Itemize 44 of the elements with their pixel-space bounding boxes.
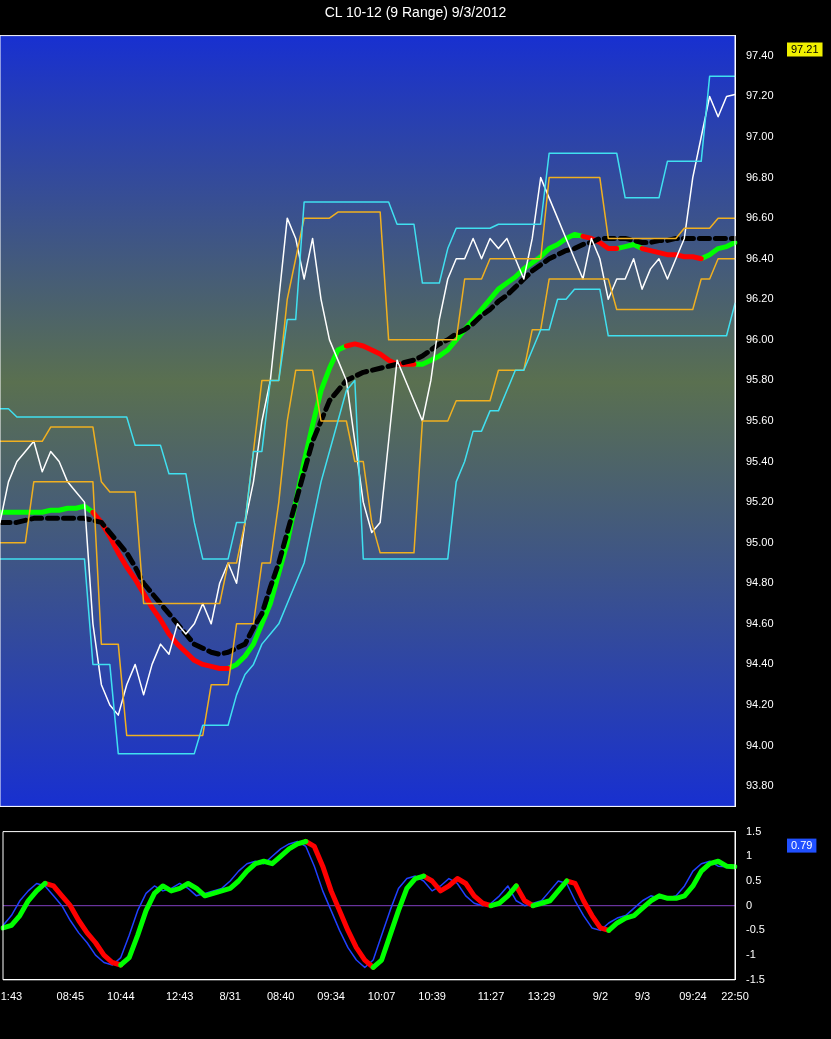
- x-tick-label: 08:40: [266, 990, 295, 1003]
- x-tick-label: 9/3: [634, 990, 651, 1003]
- y-tick-label: 94.20: [746, 698, 774, 711]
- x-tick-label: 12:43: [165, 990, 194, 1003]
- x-tick-label: 09:24: [679, 990, 707, 1003]
- y-tick-label: 94.80: [746, 576, 774, 589]
- x-tick-label: 10:44: [107, 990, 135, 1003]
- y-tick-label: -1: [746, 948, 756, 961]
- y-tick-label: 96.20: [746, 292, 774, 305]
- x-tick-label: 10:39: [418, 990, 446, 1003]
- x-tick-label: 9/2: [592, 990, 609, 1003]
- y-tick-label: 95.80: [746, 373, 774, 386]
- y-tick-label: 94.60: [746, 616, 774, 629]
- y-tick-label: 96.80: [746, 170, 774, 183]
- x-tick-label: 13:29: [527, 990, 556, 1003]
- x-tick-label: 22:50: [721, 990, 749, 1003]
- chart-title: CL 10-12 (9 Range) 9/3/2012: [323, 3, 508, 22]
- y-tick-label: 0: [746, 898, 753, 911]
- y-tick-label: 95.40: [746, 454, 774, 467]
- y-tick-label: 97.00: [746, 130, 774, 143]
- y-tick-label: 97.20: [746, 89, 774, 102]
- y-tick-label: 94.00: [746, 738, 774, 751]
- text: 97.21: [791, 42, 819, 55]
- y-tick-label: -1.5: [746, 972, 765, 985]
- y-tick-label: 94.40: [746, 657, 774, 670]
- y-tick-label: 96.40: [746, 251, 774, 264]
- y-tick-label: 96.00: [746, 332, 774, 345]
- x-tick-label: 10:07: [367, 990, 396, 1003]
- x-tick-label: 11:27: [477, 990, 505, 1003]
- y-tick-label: 93.80: [746, 779, 774, 792]
- y-tick-label: 95.60: [746, 414, 774, 427]
- x-tick-label: 8/31: [219, 990, 241, 1003]
- y-tick-label: 96.60: [746, 211, 774, 224]
- x-tick-label: 1:43: [0, 990, 23, 1003]
- x-tick-label: 09:34: [317, 990, 345, 1003]
- y-tick-label: 95.00: [746, 535, 774, 548]
- y-tick-label: 1.5: [746, 824, 762, 837]
- y-tick-label: 95.20: [746, 495, 774, 508]
- text: 0.79: [791, 838, 813, 851]
- x-tick-label: 08:45: [56, 990, 85, 1003]
- y-tick-label: 97.40: [746, 48, 774, 61]
- y-tick-label: 0.5: [746, 874, 762, 887]
- y-tick-label: 1: [746, 849, 753, 862]
- y-tick-label: -0.5: [746, 923, 765, 936]
